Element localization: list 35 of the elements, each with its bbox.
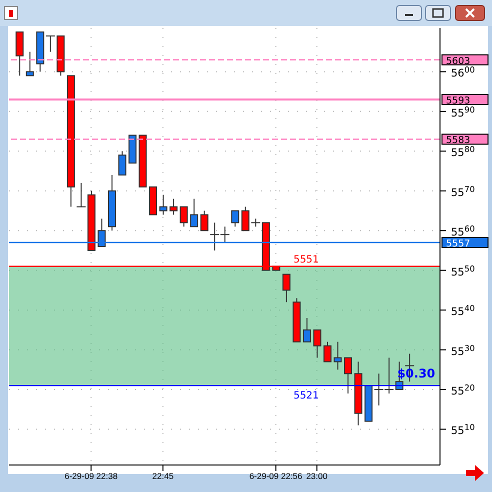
ref-line-label: 5551: [293, 254, 319, 266]
x-tick-label: 23:00: [306, 471, 328, 482]
x-tick-label: 6-29-09 22:38: [64, 471, 118, 482]
y-tick-label: 55$^{20}$: [451, 382, 475, 398]
y-tick-label: 55$^{80}$: [451, 144, 475, 160]
candlestick: [159, 194, 168, 216]
y-tick-label: 55$^{50}$: [451, 263, 475, 278]
y-tick-label: 55$^{40}$: [451, 303, 475, 318]
ref-line-label: 5583: [446, 135, 470, 146]
ref-line-label: 5603: [446, 56, 470, 67]
candlestick: [118, 150, 126, 176]
x-tick-label: 22:45: [152, 471, 174, 482]
candlestick: [170, 198, 178, 216]
y-tick-label: 56$^{00}$: [451, 64, 475, 80]
candlestick: [16, 31, 24, 76]
candlestick: [334, 341, 342, 370]
ref-line-label: 5593: [446, 96, 470, 107]
y-tick-label: 55$^{30}$: [451, 342, 475, 358]
candlestick: [190, 198, 198, 228]
y-tick-label: 55$^{60}$: [451, 224, 475, 239]
ref-line-label: 5521: [293, 390, 319, 402]
candlestick: [282, 274, 290, 303]
x-tick-label: 6-29-09 22:56: [249, 471, 303, 482]
candlestick: [26, 51, 34, 76]
y-tick-label: 55$^{10}$: [451, 422, 475, 438]
candlestick: [313, 329, 322, 358]
y-tick-label: 55$^{90}$: [451, 104, 475, 120]
candlestick: [344, 357, 352, 394]
candlestick: [200, 210, 208, 232]
candlestick: [231, 210, 240, 228]
candlestick: [180, 206, 188, 228]
ref-line-label: 5557: [446, 238, 470, 250]
y-tick-label: 55$^{70}$: [451, 184, 475, 199]
candlestick: [302, 318, 311, 342]
candlestick: [323, 341, 332, 362]
